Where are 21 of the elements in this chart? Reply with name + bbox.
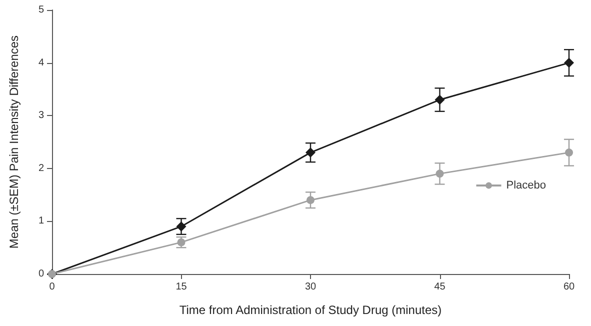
x-tick-label: 0 — [49, 282, 56, 292]
y-tick-label: 2 — [38, 162, 44, 174]
y-tick-label: 5 — [38, 4, 44, 16]
point — [176, 221, 186, 232]
y-tick-label: 4 — [38, 57, 44, 68]
y-tick-label: 1 — [38, 216, 44, 227]
point — [306, 196, 314, 204]
point — [565, 148, 573, 157]
point — [436, 170, 444, 178]
y-axis-title: Mean (±SEM) Pain Intensity Differences — [7, 35, 21, 249]
x-tick-label: 30 — [304, 282, 316, 292]
x-tick-label: 15 — [176, 282, 188, 292]
point — [306, 148, 316, 158]
point — [434, 94, 445, 105]
legend-label: Placebo — [506, 180, 546, 192]
x-axis-title: Time from Administration of Study Drug (minutes) — [179, 303, 442, 317]
x-tick-label: 45 — [434, 282, 446, 292]
x-tick-label: 60 — [563, 282, 575, 292]
point — [564, 58, 574, 68]
y-tick-label: 0 — [38, 268, 44, 280]
y-tick-label: 3 — [38, 110, 44, 122]
